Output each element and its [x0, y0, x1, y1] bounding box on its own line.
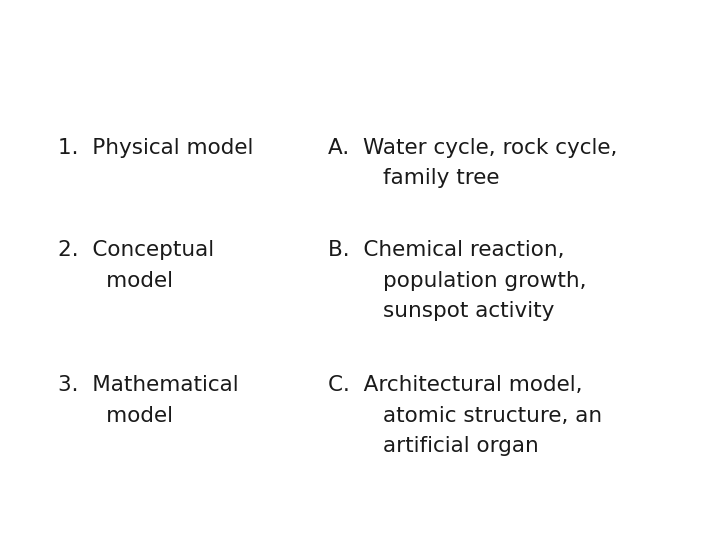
Text: A.  Water cycle, rock cycle,
        family tree: A. Water cycle, rock cycle, family tree [328, 138, 617, 188]
Text: B.  Chemical reaction,
        population growth,
        sunspot activity: B. Chemical reaction, population growth,… [328, 240, 586, 321]
Text: 3.  Mathematical
       model: 3. Mathematical model [58, 375, 238, 426]
Text: C.  Architectural model,
        atomic structure, an
        artificial organ: C. Architectural model, atomic structure… [328, 375, 602, 456]
Text: 2.  Conceptual
       model: 2. Conceptual model [58, 240, 214, 291]
Text: 1.  Physical model: 1. Physical model [58, 138, 253, 158]
